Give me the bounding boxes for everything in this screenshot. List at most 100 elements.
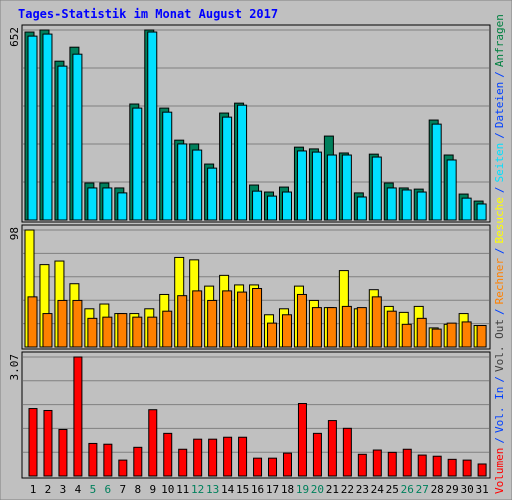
chart-title: Tages-Statistik im Monat August 2017 xyxy=(18,7,278,21)
bar xyxy=(296,293,307,348)
bar xyxy=(118,459,128,477)
legend-entry: Vol. In xyxy=(493,387,506,433)
bar xyxy=(238,436,248,477)
bar xyxy=(417,454,427,477)
legend-entry: Vol. Out xyxy=(493,319,506,372)
x-tick-label: 3 xyxy=(60,483,67,496)
bar xyxy=(178,448,188,477)
bar xyxy=(341,305,352,348)
x-tick-label: 2 xyxy=(45,483,52,496)
bar xyxy=(73,356,83,477)
bar xyxy=(87,317,98,348)
x-tick-label: 16 xyxy=(251,483,264,496)
bar xyxy=(177,295,188,348)
x-tick-label: 10 xyxy=(161,483,174,496)
x-tick-label: 28 xyxy=(431,483,444,496)
bar xyxy=(28,408,38,477)
bar xyxy=(402,448,412,477)
bar xyxy=(87,187,98,221)
y-tick-label: 98 xyxy=(8,227,21,240)
bar xyxy=(252,190,263,221)
bar xyxy=(72,53,83,221)
bar xyxy=(311,307,322,348)
bar xyxy=(356,307,367,348)
legend-entry: Dateien xyxy=(493,82,506,128)
bar xyxy=(372,449,382,477)
bar xyxy=(341,154,352,221)
bar xyxy=(386,187,397,221)
bar xyxy=(147,316,158,348)
bar xyxy=(416,191,427,221)
bar xyxy=(253,457,263,477)
bar xyxy=(326,307,337,348)
legend-separator: / xyxy=(493,247,506,254)
bar xyxy=(117,192,128,221)
bar xyxy=(446,322,457,348)
bar xyxy=(326,154,337,221)
legend-separator: / xyxy=(493,308,506,315)
x-tick-label: 27 xyxy=(416,483,429,496)
bar xyxy=(476,203,487,221)
x-tick-label: 12 xyxy=(191,483,204,496)
bar xyxy=(462,459,472,477)
bar xyxy=(222,116,233,221)
bar xyxy=(207,167,218,221)
legend-separator: / xyxy=(493,71,506,78)
bar xyxy=(342,427,352,477)
bar xyxy=(387,451,397,477)
bar xyxy=(208,438,218,477)
x-tick-label: 4 xyxy=(75,483,82,496)
bar xyxy=(327,420,337,477)
bar xyxy=(416,317,427,348)
x-tick-label: 25 xyxy=(386,483,399,496)
bar xyxy=(102,316,113,348)
bar xyxy=(371,156,382,221)
bar xyxy=(103,443,113,477)
legend-separator: / xyxy=(493,437,506,444)
x-tick-label: 24 xyxy=(371,483,385,496)
bar xyxy=(58,428,68,477)
bar xyxy=(27,296,38,348)
bar xyxy=(311,151,322,221)
bar xyxy=(267,195,278,221)
bar xyxy=(476,325,487,348)
bar xyxy=(386,310,397,348)
bar xyxy=(312,432,322,477)
bar xyxy=(252,288,263,348)
bar xyxy=(42,33,53,221)
bar xyxy=(432,455,442,477)
bar xyxy=(297,403,307,477)
bar xyxy=(148,409,158,477)
bar xyxy=(282,452,292,477)
x-tick-label: 6 xyxy=(105,483,112,496)
bar xyxy=(223,436,233,477)
x-tick-label: 5 xyxy=(90,483,97,496)
x-tick-label: 19 xyxy=(296,483,309,496)
bar xyxy=(102,187,113,221)
legend-entry: Besuche xyxy=(493,197,506,243)
x-tick-label: 31 xyxy=(475,483,488,496)
bar xyxy=(57,299,68,348)
bar xyxy=(132,107,143,221)
x-tick-label: 9 xyxy=(149,483,156,496)
x-tick-label: 30 xyxy=(461,483,474,496)
x-tick-label: 11 xyxy=(176,483,189,496)
panel xyxy=(21,351,491,479)
bar xyxy=(133,446,143,477)
bar xyxy=(88,442,98,477)
bar xyxy=(268,457,278,477)
bar xyxy=(237,291,248,348)
bar xyxy=(43,409,53,477)
legend: Volumen / Vol. In / Vol. Out / Rechner / Besuche… xyxy=(493,14,506,494)
legend-entry: Seiten xyxy=(493,143,506,183)
bar xyxy=(177,143,188,221)
bar xyxy=(296,150,307,221)
bar xyxy=(163,432,173,477)
bar xyxy=(207,299,218,348)
bar xyxy=(222,290,233,348)
x-tick-label: 17 xyxy=(266,483,279,496)
x-tick-label: 21 xyxy=(326,483,339,496)
x-tick-label: 29 xyxy=(446,483,459,496)
bar xyxy=(281,191,292,221)
